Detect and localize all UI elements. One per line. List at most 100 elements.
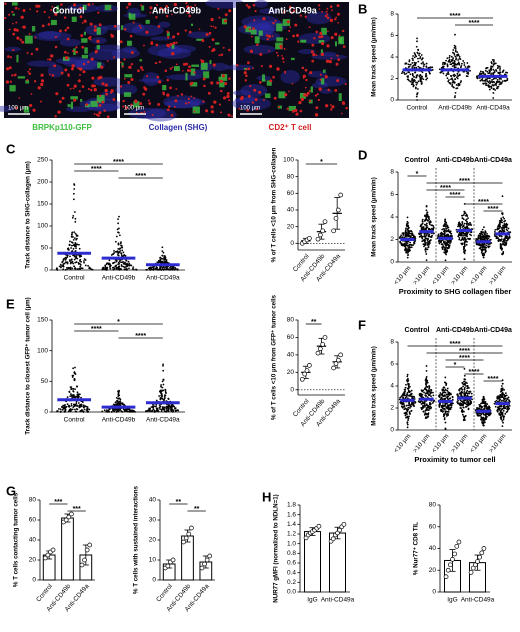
dot-cloud bbox=[493, 234, 496, 237]
t-cell-signal bbox=[126, 6, 129, 9]
dot-cloud bbox=[443, 417, 446, 419]
dot-cloud bbox=[405, 404, 408, 407]
t-cell-signal bbox=[321, 10, 324, 13]
dot-cloud bbox=[80, 396, 82, 399]
dot-cloud bbox=[421, 390, 424, 392]
t-cell-signal bbox=[324, 14, 328, 18]
dot-cloud bbox=[404, 233, 407, 235]
t-cell-signal bbox=[132, 21, 135, 24]
dot-cloud bbox=[481, 235, 484, 238]
dot-cloud bbox=[477, 234, 480, 237]
dot-cloud bbox=[74, 408, 76, 411]
dot-cloud bbox=[503, 397, 505, 400]
t-cell-signal bbox=[75, 46, 78, 49]
dot-cloud bbox=[83, 258, 86, 260]
t-cell-signal bbox=[166, 30, 169, 34]
t-cell-signal bbox=[227, 113, 231, 117]
dot-cloud bbox=[492, 88, 495, 91]
dot-cloud bbox=[505, 399, 508, 402]
collagen-signal bbox=[163, 95, 201, 109]
dot-cloud bbox=[160, 391, 162, 394]
dot-cloud bbox=[120, 241, 122, 244]
dot-cloud bbox=[482, 400, 485, 403]
dot-cloud bbox=[446, 398, 449, 400]
tumor-signal bbox=[282, 19, 291, 26]
dot-cloud bbox=[502, 406, 505, 409]
dot-cloud bbox=[407, 406, 410, 409]
significance-label: **** bbox=[469, 20, 480, 27]
bar bbox=[61, 517, 74, 581]
dot-cloud bbox=[461, 381, 464, 384]
dot-cloud bbox=[467, 237, 469, 240]
dot-cloud bbox=[425, 365, 428, 367]
data-point bbox=[189, 525, 194, 531]
dot-cloud bbox=[444, 243, 447, 246]
t-cell-signal bbox=[281, 57, 285, 60]
dot-cloud bbox=[123, 409, 126, 412]
significance-label: **** bbox=[91, 326, 102, 333]
dot-cloud bbox=[441, 247, 444, 250]
t-cell-signal bbox=[93, 84, 96, 88]
t-cell-signal bbox=[210, 25, 213, 28]
dot-cloud bbox=[458, 57, 461, 60]
data-point bbox=[335, 357, 341, 363]
dot-cloud bbox=[159, 260, 161, 262]
y-tick-label: 0 bbox=[390, 259, 394, 266]
t-cell-signal bbox=[262, 17, 266, 21]
t-cell-signal bbox=[251, 101, 254, 104]
dot-cloud bbox=[135, 268, 137, 271]
dot-cloud bbox=[488, 80, 491, 82]
dot-cloud bbox=[441, 398, 444, 401]
dot-cloud bbox=[487, 84, 490, 87]
dot-cloud bbox=[470, 392, 473, 395]
t-cell-signal bbox=[228, 99, 231, 102]
t-cell-signal bbox=[15, 106, 18, 110]
t-cell-signal bbox=[212, 25, 215, 28]
t-cell-signal bbox=[282, 10, 286, 14]
dot-cloud bbox=[163, 256, 166, 259]
dot-cloud bbox=[449, 242, 451, 245]
x-tick-label: <10 µm bbox=[469, 433, 489, 454]
dot-cloud bbox=[446, 247, 449, 249]
t-cell-signal bbox=[81, 22, 84, 24]
dot-cloud bbox=[119, 268, 121, 271]
dot-cloud bbox=[508, 404, 511, 407]
t-cell-signal bbox=[60, 71, 64, 75]
dot-cloud bbox=[466, 403, 469, 406]
t-cell-signal bbox=[50, 8, 53, 11]
dot-cloud bbox=[484, 413, 487, 416]
dot-cloud bbox=[482, 256, 485, 259]
dot-cloud bbox=[104, 267, 107, 269]
t-cell-signal bbox=[57, 110, 61, 114]
dot-cloud bbox=[467, 66, 469, 69]
t-cell-signal bbox=[319, 78, 322, 81]
dot-cloud bbox=[427, 235, 430, 238]
dot-cloud bbox=[73, 378, 76, 380]
t-cell-signal bbox=[55, 92, 59, 96]
t-cell-signal bbox=[166, 78, 170, 82]
dot-cloud bbox=[425, 78, 428, 81]
data-point bbox=[87, 542, 93, 548]
dot-cloud bbox=[442, 65, 445, 68]
t-cell-signal bbox=[98, 103, 102, 107]
t-cell-signal bbox=[79, 74, 81, 76]
dot-cloud bbox=[161, 380, 164, 383]
dot-cloud bbox=[501, 229, 504, 232]
y-tick-label: 20 bbox=[29, 557, 37, 564]
collagen-signal bbox=[243, 44, 276, 55]
dot-cloud bbox=[117, 254, 120, 257]
significance-label: **** bbox=[91, 166, 102, 173]
t-cell-signal bbox=[77, 79, 81, 83]
t-cell-signal bbox=[253, 19, 256, 22]
t-cell-signal bbox=[330, 36, 334, 40]
dot-cloud bbox=[479, 79, 482, 82]
tumor-signal bbox=[133, 101, 140, 108]
dot-cloud bbox=[498, 65, 501, 68]
t-cell-signal bbox=[170, 114, 174, 117]
dot-cloud bbox=[453, 81, 456, 84]
dot-cloud bbox=[482, 395, 485, 398]
collagen-signal bbox=[158, 21, 171, 28]
dot-cloud bbox=[403, 236, 406, 239]
t-cell-signal bbox=[224, 13, 228, 17]
dot-cloud bbox=[116, 404, 119, 406]
